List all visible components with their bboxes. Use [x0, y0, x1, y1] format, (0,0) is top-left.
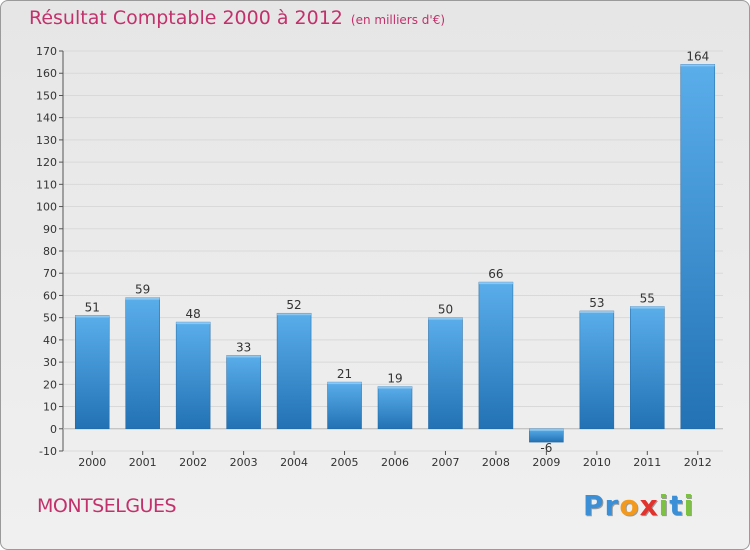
- data-label: 51: [85, 300, 100, 314]
- x-tick-label: 2011: [633, 456, 661, 469]
- bar-cap: [277, 313, 312, 316]
- x-tick-label: 2001: [129, 456, 157, 469]
- town-name: MONTSELGUES: [37, 495, 177, 517]
- data-label: 55: [640, 292, 655, 306]
- data-label: 52: [286, 298, 301, 312]
- data-label: 66: [488, 267, 503, 281]
- bar-2004: [276, 312, 312, 430]
- y-tick-label: 70: [43, 267, 57, 280]
- bar-2008: [478, 281, 514, 430]
- bar-2003: [226, 355, 261, 430]
- bar-cap: [327, 382, 362, 385]
- bar-cap: [378, 386, 412, 389]
- data-labels: 51 59 48 33 52 21 19 50 66 -6 53 55 164: [85, 49, 710, 455]
- x-tick-label: 2007: [431, 456, 459, 469]
- chart-title-text: Résultat Comptable 2000 à 2012: [29, 7, 343, 29]
- bar-cap: [529, 428, 564, 431]
- bar-2005: [327, 381, 362, 430]
- bar-cap: [478, 282, 513, 285]
- y-tick-label: 20: [43, 378, 57, 391]
- y-tick-label: 110: [36, 178, 57, 191]
- y-tick-label: 80: [43, 245, 57, 258]
- y-tick-label: 0: [50, 423, 57, 436]
- bar-2010: [579, 310, 615, 430]
- bar-2012: [680, 64, 716, 430]
- bar-cap: [226, 355, 261, 358]
- data-label: 59: [135, 283, 150, 297]
- logo-letter: r: [604, 489, 620, 522]
- y-tick-label: 170: [36, 45, 57, 58]
- bar-cap: [125, 297, 160, 300]
- bar-cap: [176, 322, 211, 325]
- bar-cap: [428, 317, 463, 320]
- y-tick-label: 90: [43, 223, 57, 236]
- x-tick-label: 2010: [583, 456, 611, 469]
- logo-letter: t: [669, 489, 684, 522]
- data-label: 48: [186, 307, 201, 321]
- logo-letter: o: [619, 489, 640, 522]
- x-tick-label: 2002: [179, 456, 207, 469]
- bar-2000: [74, 315, 110, 430]
- data-label: 21: [337, 367, 352, 381]
- logo-letter: P: [583, 489, 605, 522]
- axes: -10 0 10 20 30 40 50 60 70 80 90 100 110 120 130 140 150…: [36, 45, 723, 469]
- bar-2006: [377, 386, 413, 430]
- x-tick-label: 2005: [331, 456, 359, 469]
- y-tick-label: 130: [36, 134, 57, 147]
- bar-2011: [630, 306, 665, 430]
- logo-letter: i: [658, 489, 670, 522]
- y-tick-label: 150: [36, 89, 57, 102]
- x-tick-label: 2006: [381, 456, 409, 469]
- data-label: 53: [589, 296, 604, 310]
- y-tick-label: -10: [39, 445, 57, 458]
- bar-2007: [428, 317, 463, 430]
- x-tick-label: 2004: [280, 456, 308, 469]
- bar-2001: [125, 297, 160, 430]
- data-label: -6: [540, 441, 552, 455]
- x-tick-label: 2008: [482, 456, 510, 469]
- y-tick-label: 120: [36, 156, 57, 169]
- data-label: 50: [438, 303, 453, 317]
- y-tick-label: 60: [43, 289, 57, 302]
- logo-letter: i: [683, 489, 695, 522]
- y-tick-label: 50: [43, 312, 57, 325]
- y-tick-label: 100: [36, 201, 57, 214]
- bar-cap: [579, 311, 614, 313]
- y-tick-label: 40: [43, 334, 57, 347]
- bar-cap: [630, 306, 665, 309]
- y-tick-label: 140: [36, 112, 57, 125]
- proxiti-logo: Proxiti: [583, 489, 694, 522]
- data-label: 164: [686, 49, 709, 63]
- y-tick-label: 30: [43, 356, 57, 369]
- x-tick-label: 2000: [78, 456, 106, 469]
- x-tick-label: 2012: [684, 456, 712, 469]
- y-tick-label: 160: [36, 67, 57, 80]
- y-tick-label: 10: [43, 401, 57, 414]
- bars: [74, 64, 716, 443]
- data-label: 19: [387, 372, 402, 386]
- bar-2002: [175, 321, 211, 430]
- bar-cap: [680, 64, 715, 67]
- chart-title: Résultat Comptable 2000 à 2012 (en millie…: [29, 7, 445, 29]
- chart-subtitle: (en milliers d'€): [350, 13, 446, 27]
- x-tick-label: 2003: [230, 456, 258, 469]
- logo-letter: x: [639, 489, 659, 522]
- x-tick-label: 2009: [532, 456, 560, 469]
- bar-cap: [75, 315, 110, 318]
- data-label: 33: [236, 340, 251, 354]
